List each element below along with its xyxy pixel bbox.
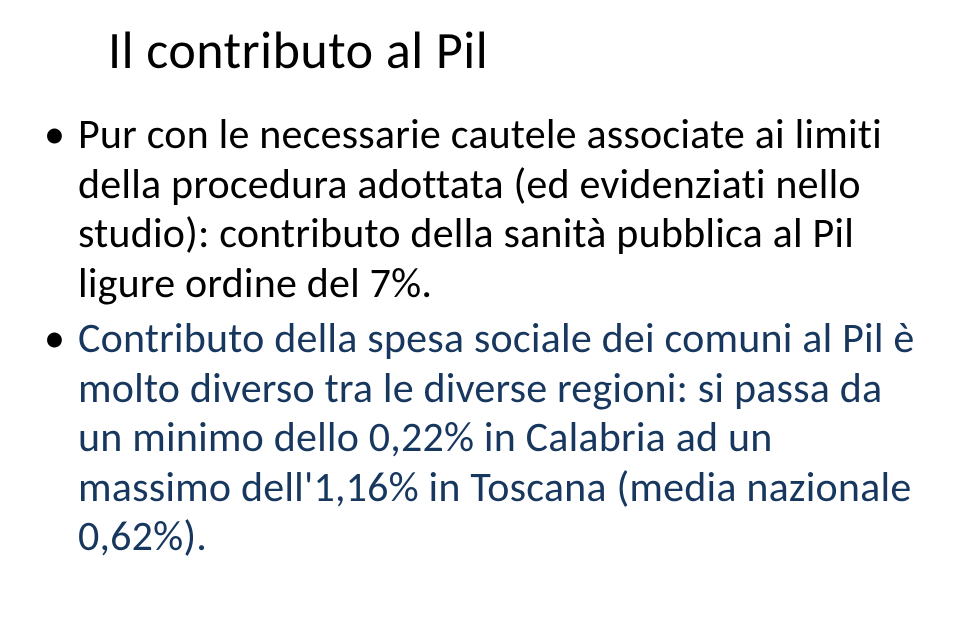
slide-container: Il contributo al Pil Pur con le necessar… [0, 0, 960, 644]
bullet-list: Pur con le necessarie cautele associate … [40, 110, 920, 562]
slide-title: Il contributo al Pil [108, 18, 920, 82]
bullet-text: Pur con le necessarie cautele associate … [78, 109, 882, 309]
bullet-item: Pur con le necessarie cautele associate … [40, 110, 920, 308]
bullet-item: Contributo della spesa sociale dei comun… [40, 314, 920, 562]
bullet-text: Contributo della spesa sociale dei comun… [78, 313, 915, 562]
